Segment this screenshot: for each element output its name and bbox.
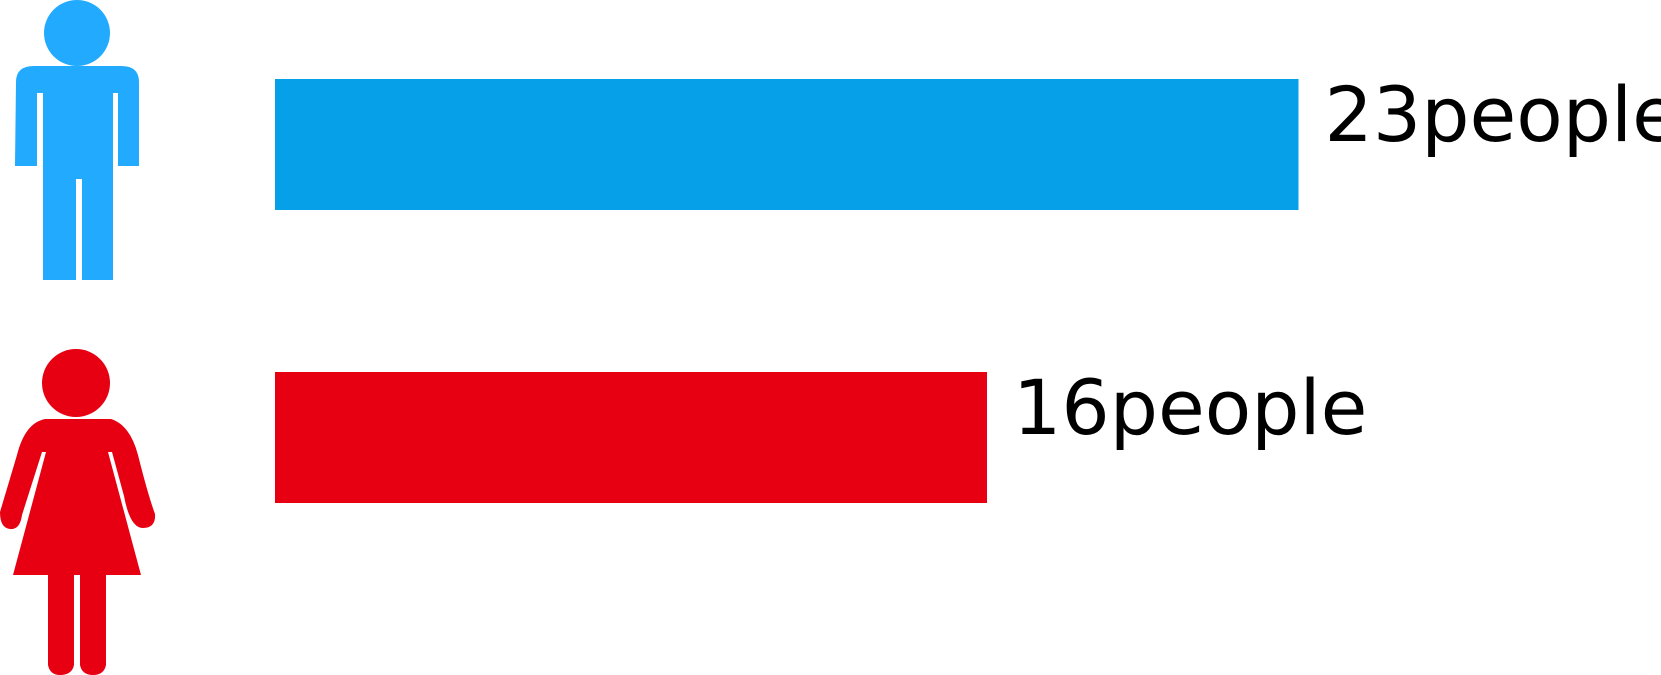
data-label-male: 23people	[1325, 70, 1661, 159]
data-label-female: 16people	[1013, 363, 1367, 452]
female-person-icon	[0, 349, 156, 675]
bar-female	[275, 372, 987, 503]
male-person-icon	[15, 0, 139, 280]
bar-male	[275, 79, 1299, 210]
